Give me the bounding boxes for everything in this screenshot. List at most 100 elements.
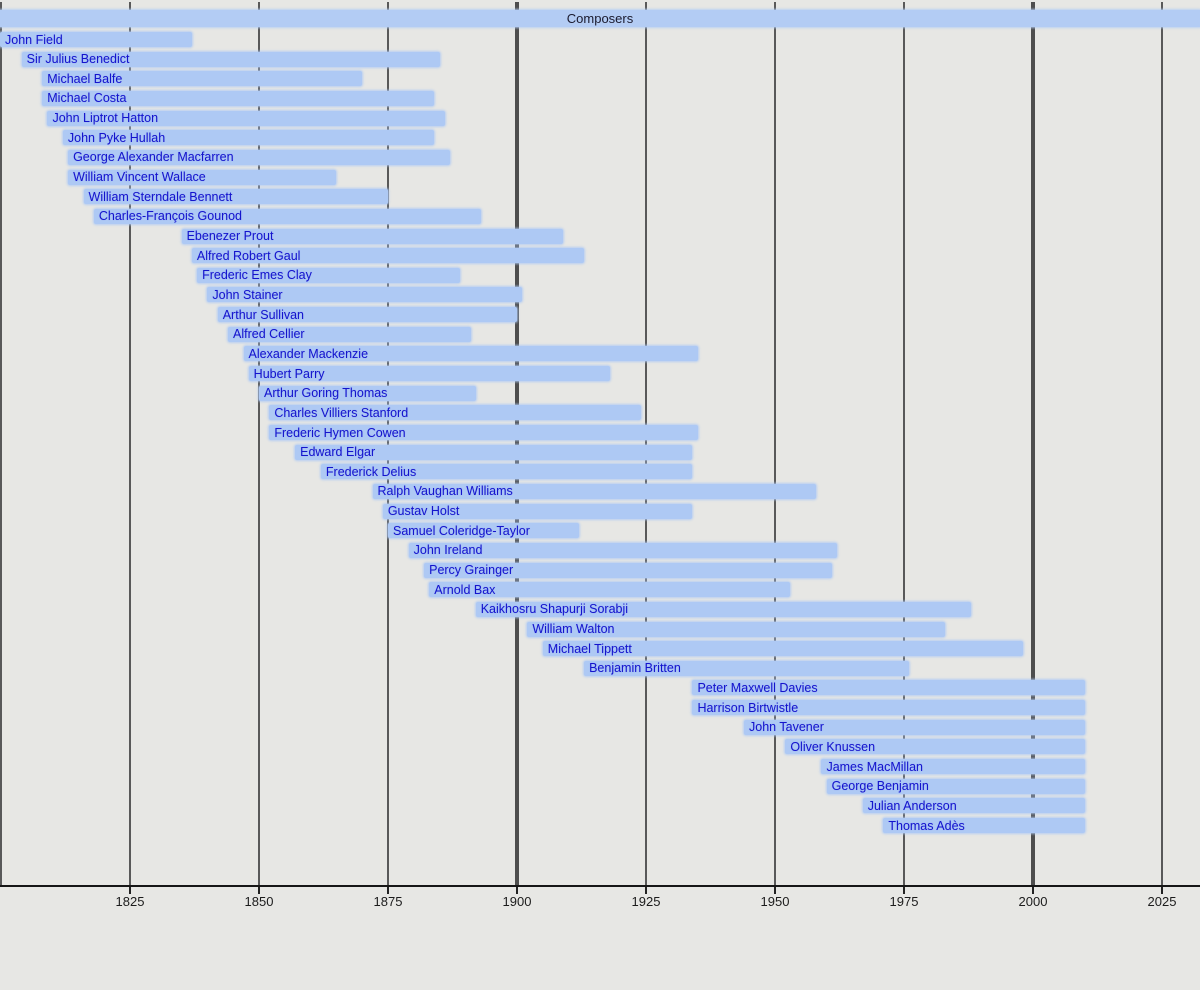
gridline-1825 xyxy=(129,2,131,886)
timeline-bar xyxy=(429,582,791,598)
timeline-bar xyxy=(93,208,481,224)
timeline-bar xyxy=(382,503,693,519)
axis-tick-2025 xyxy=(1161,887,1163,894)
composer-label: Michael Tippett xyxy=(547,641,632,656)
timeline-bar xyxy=(372,483,817,499)
composer-label: Harrison Birtwistle xyxy=(697,700,799,715)
axis-tick-1875 xyxy=(387,887,389,894)
composer-label: Arnold Bax xyxy=(434,582,496,597)
axis-tick-label: 1925 xyxy=(631,894,661,909)
composer-label: Ebenezer Prout xyxy=(186,229,274,243)
composer-label: John Stainer xyxy=(212,287,283,302)
gridline-1925 xyxy=(645,2,647,886)
axis-tick-label: 1825 xyxy=(115,894,145,909)
timeline-bar xyxy=(47,110,445,126)
composer-label: Edward Elgar xyxy=(300,445,376,460)
gridline-1900 xyxy=(515,2,519,886)
composer-label: Arthur Goring Thomas xyxy=(264,386,388,401)
timeline-bar xyxy=(320,464,693,480)
axis-tick-2000 xyxy=(1032,887,1034,894)
gridline-1800 xyxy=(0,2,2,886)
composer-label: Arthur Sullivan xyxy=(222,307,305,322)
timeline-bar xyxy=(259,385,476,401)
timeline-bar xyxy=(217,307,517,323)
chart-title: Composers xyxy=(566,11,634,26)
composer-label: Ralph Vaughan Williams xyxy=(377,484,513,499)
timeline-bar xyxy=(243,346,698,362)
timeline-bar xyxy=(785,739,1085,755)
composer-label: William Vincent Wallace xyxy=(73,170,206,185)
composer-label: Sir Julius Benedict xyxy=(26,52,130,67)
timeline-bar xyxy=(207,287,523,303)
axis-tick-1825 xyxy=(129,887,131,894)
timeline-bar xyxy=(68,169,337,185)
timeline-bar xyxy=(197,267,461,283)
timeline-bar xyxy=(388,523,579,539)
composer-label: John Pyke Hullah xyxy=(67,130,166,145)
composer-label: Hubert Parry xyxy=(253,366,325,381)
axis-tick-1900 xyxy=(516,887,518,894)
timeline-bar xyxy=(42,71,363,87)
composer-label: George Alexander Macfarren xyxy=(73,150,234,165)
timeline-bar xyxy=(408,542,837,558)
timeline-bar xyxy=(191,248,585,264)
composer-label: Thomas Adès xyxy=(888,818,965,833)
chart-title-bar: Composers xyxy=(0,10,1200,27)
gridline-1850 xyxy=(258,2,260,886)
composer-label: James MacMillan xyxy=(826,759,923,774)
axis-tick-label: 1850 xyxy=(244,894,274,909)
timeline-bar xyxy=(692,700,1085,716)
composer-label: George Benjamin xyxy=(831,779,929,794)
axis-tick-1975 xyxy=(903,887,905,894)
composer-label: Samuel Coleridge-Taylor xyxy=(393,523,530,538)
timeline-bar xyxy=(584,660,910,676)
composer-label: Charles-François Gounod xyxy=(98,209,242,224)
axis-tick-1950 xyxy=(774,887,776,894)
timeline-bar xyxy=(248,366,610,382)
composer-label: Frederick Delius xyxy=(325,464,417,479)
timeline-bar xyxy=(0,32,192,47)
timeline-bar xyxy=(68,149,450,165)
composer-label: William Walton xyxy=(532,622,615,636)
axis-tick-label: 2000 xyxy=(1018,894,1048,909)
timeline-bar xyxy=(83,189,388,205)
composer-label: Alfred Cellier xyxy=(233,327,305,342)
composer-label: John Tavener xyxy=(749,720,824,735)
timeline-bar xyxy=(295,444,693,460)
composer-label: Benjamin Britten xyxy=(589,661,681,676)
timeline-bar xyxy=(269,425,698,440)
composer-label: Julian Anderson xyxy=(867,798,957,813)
timeline-bar xyxy=(475,601,972,617)
gridline-1950 xyxy=(774,2,776,886)
axis-tick-label: 1900 xyxy=(502,894,532,909)
composer-label: William Sterndale Bennett xyxy=(88,189,233,204)
composer-label: Frederic Hymen Cowen xyxy=(274,425,406,440)
composer-label: Frederic Emes Clay xyxy=(202,268,312,283)
axis-tick-1925 xyxy=(645,887,647,894)
composer-label: John Field xyxy=(5,32,63,47)
axis-tick-1850 xyxy=(258,887,260,894)
timeline-bar xyxy=(527,621,946,637)
axis-tick-label: 1975 xyxy=(889,894,919,909)
composer-label: John Liptrot Hatton xyxy=(52,111,159,126)
timeline-bar xyxy=(744,719,1085,735)
gridline-1975 xyxy=(903,2,905,886)
composer-label: Percy Grainger xyxy=(429,563,514,578)
timeline-bar xyxy=(862,798,1085,814)
gridline-1875 xyxy=(387,2,389,886)
timeline-bar xyxy=(883,818,1085,833)
composer-label: John Ireland xyxy=(413,543,483,558)
timeline-bar xyxy=(692,680,1085,696)
timeline-bar xyxy=(424,562,832,578)
timeline-bar xyxy=(181,228,564,244)
composer-label: Michael Costa xyxy=(47,91,127,106)
timeline-bar xyxy=(269,405,641,421)
timeline-bar xyxy=(826,778,1085,794)
timeline-bar xyxy=(21,51,440,67)
composer-label: Kaikhosru Shapurji Sorabji xyxy=(480,602,629,617)
gridline-2000 xyxy=(1031,2,1035,886)
composer-label: Alexander Mackenzie xyxy=(248,346,369,361)
composer-label: Peter Maxwell Davies xyxy=(697,680,818,695)
axis-tick-label: 1950 xyxy=(760,894,790,909)
